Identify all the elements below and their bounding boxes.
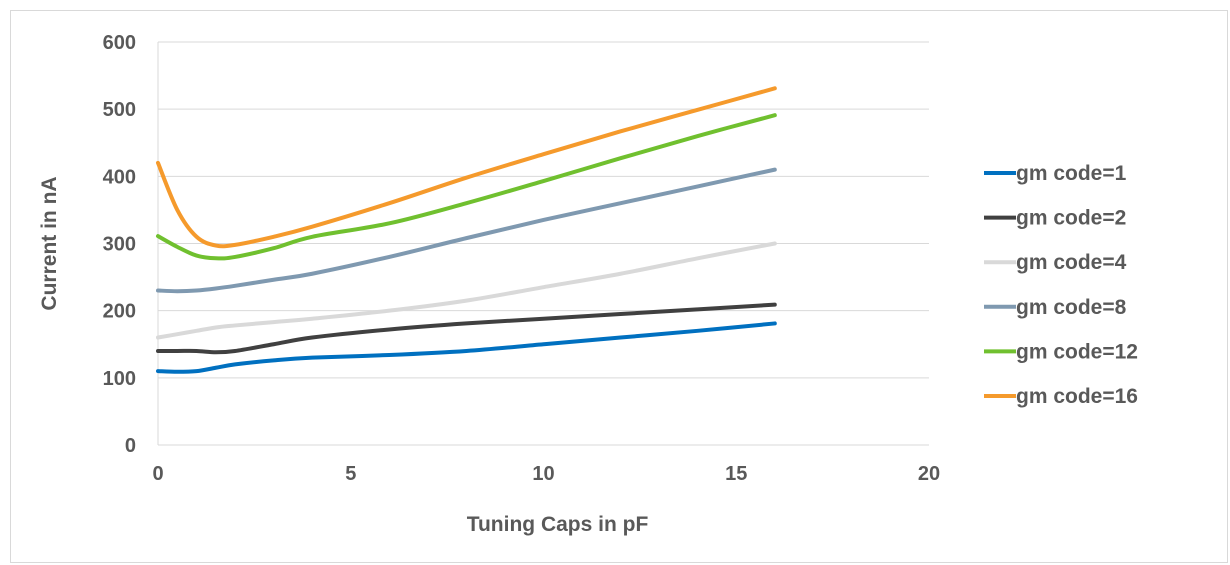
x-tick-label: 10 bbox=[532, 463, 554, 485]
chart-frame: 0 100 200 300 400 500 600 0 5 10 15 20 gm code=1 gm … bbox=[10, 10, 1228, 563]
x-axis-title: Tuning Caps in pF bbox=[467, 513, 649, 536]
x-tick-label: 20 bbox=[918, 463, 940, 485]
series-line-gm-code-16 bbox=[156, 86, 777, 249]
grid-lines bbox=[158, 41, 929, 379]
y-tick-label: 100 bbox=[103, 368, 136, 390]
legend-item: gm code=8 bbox=[984, 296, 1127, 319]
legend-label: gm code=4 bbox=[1016, 251, 1127, 274]
y-tick-label: 300 bbox=[103, 234, 136, 256]
series-line-gm-code-2 bbox=[156, 302, 777, 355]
y-tick-label: 600 bbox=[103, 32, 136, 54]
axes: 0 100 200 300 400 500 600 0 5 10 15 20 bbox=[103, 32, 941, 485]
y-axis-title: Current in nA bbox=[38, 176, 61, 310]
series-line-gm-code-12 bbox=[156, 113, 777, 261]
series-lines bbox=[156, 86, 777, 374]
legend-item: gm code=16 bbox=[984, 385, 1138, 408]
legend-item: gm code=4 bbox=[984, 251, 1127, 274]
y-tick-label: 500 bbox=[103, 99, 136, 121]
y-tick-label: 0 bbox=[125, 435, 136, 457]
legend-item: gm code=2 bbox=[984, 207, 1126, 230]
legend-label: gm code=2 bbox=[1016, 207, 1126, 230]
legend-item: gm code=1 bbox=[984, 162, 1127, 185]
x-tick-label: 15 bbox=[725, 463, 747, 485]
series-line-gm-code-1 bbox=[156, 321, 777, 374]
y-tick-label: 200 bbox=[103, 301, 136, 323]
legend-label: gm code=8 bbox=[1016, 296, 1127, 319]
series-line-gm-code-8 bbox=[156, 167, 777, 294]
series-line-gm-code-4 bbox=[156, 241, 777, 340]
x-tick-label: 5 bbox=[345, 463, 356, 485]
legend-label: gm code=1 bbox=[1016, 162, 1127, 185]
legend: gm code=1 gm code=2 gm code=4 gm code=8 gm c… bbox=[984, 162, 1138, 408]
legend-label: gm code=16 bbox=[1016, 385, 1138, 408]
y-tick-label: 400 bbox=[103, 166, 136, 188]
x-tick-label: 0 bbox=[152, 463, 163, 485]
legend-label: gm code=12 bbox=[1016, 340, 1138, 363]
legend-item: gm code=12 bbox=[984, 340, 1138, 363]
